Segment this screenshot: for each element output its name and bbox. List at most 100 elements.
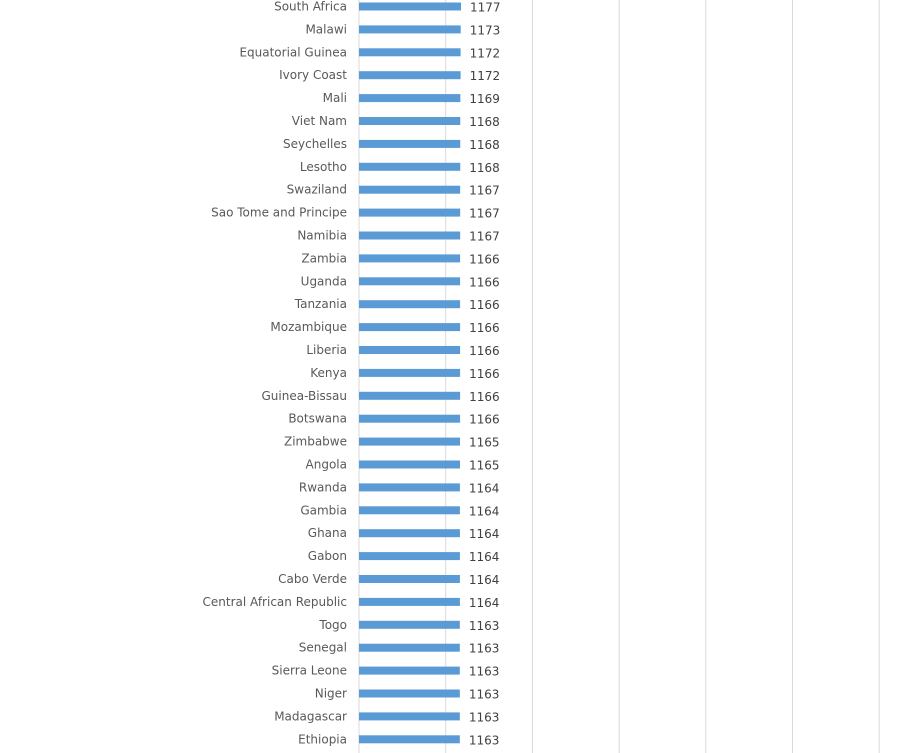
- bar: [359, 25, 461, 34]
- bar: [359, 162, 461, 171]
- data-label: 1164: [469, 527, 500, 541]
- data-label: 1166: [469, 413, 500, 427]
- category-label: Sao Tome and Principe: [211, 206, 347, 220]
- data-label: 1165: [469, 459, 500, 473]
- category-label: Uganda: [301, 274, 347, 288]
- category-label: Niger: [315, 687, 347, 701]
- bar: [359, 597, 460, 606]
- bar: [359, 48, 461, 57]
- bar: [359, 2, 462, 11]
- bar: [359, 712, 460, 721]
- category-label: Guinea-Bissau: [261, 389, 347, 403]
- bar: [359, 529, 460, 538]
- category-label: Ethiopia: [298, 732, 347, 746]
- data-label: 1166: [469, 252, 500, 266]
- category-label: Ivory Coast: [279, 68, 347, 82]
- data-label: 1163: [469, 619, 500, 633]
- data-label: 1166: [469, 298, 500, 312]
- category-label: Senegal: [299, 641, 347, 655]
- category-label: Central African Republic: [203, 595, 347, 609]
- category-label: Madagascar: [274, 709, 347, 723]
- category-label: Togo: [318, 618, 347, 632]
- category-label: Zambia: [301, 251, 347, 265]
- bar: [359, 735, 460, 744]
- data-label: 1164: [469, 504, 500, 518]
- bar: [359, 346, 461, 354]
- bar: [359, 460, 461, 469]
- data-label: 1163: [469, 688, 500, 702]
- data-label: 1172: [470, 46, 501, 60]
- bar: [359, 185, 461, 194]
- bar: [359, 506, 460, 515]
- data-label: 1166: [469, 390, 500, 404]
- bar: [359, 368, 461, 377]
- category-label: Viet Nam: [292, 114, 347, 128]
- category-label: Lesotho: [300, 160, 347, 174]
- category-label: Rwanda: [299, 480, 347, 494]
- data-label: 1163: [469, 733, 500, 747]
- bar: [359, 575, 460, 583]
- category-label: Malawi: [305, 22, 347, 36]
- bar: [359, 94, 461, 103]
- data-label: 1166: [469, 344, 500, 358]
- bar: [359, 277, 461, 286]
- category-label: Equatorial Guinea: [239, 45, 347, 59]
- category-label: Sierra Leone: [272, 664, 347, 678]
- category-label: Gabon: [308, 549, 347, 563]
- category-label: Botswana: [288, 412, 347, 426]
- category-label: Namibia: [297, 229, 347, 243]
- data-label: 1163: [469, 642, 500, 656]
- data-label: 1166: [469, 367, 500, 381]
- category-label: Seychelles: [283, 137, 347, 151]
- data-label: 1168: [469, 115, 500, 129]
- data-label: 1164: [469, 573, 500, 587]
- data-label: 1167: [469, 207, 500, 221]
- category-label: Tanzania: [294, 297, 347, 311]
- bar: [359, 117, 461, 125]
- bar: [359, 391, 461, 400]
- category-label: Mozambique: [270, 320, 347, 334]
- category-label: Gambia: [300, 503, 347, 517]
- bar: [359, 71, 461, 80]
- bar: [359, 208, 461, 217]
- data-label: 1164: [469, 596, 500, 610]
- data-label: 1166: [469, 321, 500, 335]
- category-label: Zimbabwe: [284, 435, 347, 449]
- data-label: 1165: [469, 436, 500, 450]
- bar: [359, 689, 460, 698]
- data-label: 1172: [470, 69, 501, 83]
- data-label: 1173: [470, 23, 501, 37]
- data-label: 1169: [469, 92, 500, 106]
- category-label: Liberia: [306, 343, 347, 357]
- category-label: South Africa: [274, 0, 347, 14]
- category-label: Swaziland: [287, 183, 347, 197]
- bar: [359, 666, 460, 675]
- category-label: Mali: [323, 91, 347, 105]
- bar: [359, 437, 461, 446]
- data-label: 1177: [470, 1, 501, 15]
- bar: [359, 300, 461, 309]
- bar: [359, 483, 460, 492]
- bar: [359, 231, 461, 240]
- category-label: Kenya: [310, 366, 347, 380]
- data-label: 1164: [469, 481, 500, 495]
- data-label: 1163: [469, 665, 500, 679]
- category-label: Ghana: [308, 526, 347, 540]
- data-label: 1163: [469, 710, 500, 724]
- bar: [359, 620, 460, 629]
- category-label: Angola: [306, 458, 347, 472]
- bar: [359, 552, 460, 561]
- bar: [359, 414, 461, 423]
- data-label: 1167: [469, 230, 500, 244]
- data-label: 1167: [469, 184, 500, 198]
- data-label: 1168: [469, 138, 500, 152]
- bar: [359, 323, 461, 332]
- data-label: 1166: [469, 275, 500, 289]
- category-label: Cabo Verde: [278, 572, 347, 586]
- bar: [359, 139, 461, 148]
- data-label: 1164: [469, 550, 500, 564]
- bar: [359, 643, 460, 652]
- data-label: 1168: [469, 161, 500, 175]
